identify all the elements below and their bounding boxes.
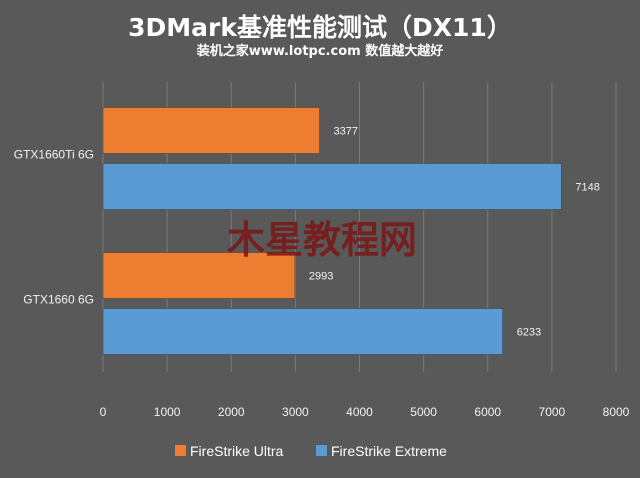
legend: FireStrike Ultra FireStrike Extreme <box>175 443 447 459</box>
x-tick-label: 0 <box>100 405 107 419</box>
watermark: 木星教程网 <box>227 218 417 262</box>
bar-extreme-0 <box>102 163 562 210</box>
data-labels: 3377 7148 2993 6233 <box>309 126 600 339</box>
x-tick-label: 4000 <box>346 405 373 419</box>
x-tick-label: 7000 <box>539 405 566 419</box>
chart-subtitle: 装机之家www.lotpc.com 数值越大越好 <box>196 43 443 59</box>
bars-group <box>102 107 562 355</box>
data-label: 6233 <box>517 327 541 339</box>
legend-label: FireStrike Ultra <box>190 443 284 459</box>
x-tick-label: 6000 <box>474 405 501 419</box>
bar-ultra-1 <box>102 252 296 299</box>
category-label: GTX1660Ti 6G <box>14 148 94 162</box>
bar-extreme-1 <box>102 308 503 355</box>
bar-ultra-0 <box>102 107 320 154</box>
x-tick-label: 2000 <box>218 405 245 419</box>
legend-label: FireStrike Extreme <box>331 443 447 459</box>
legend-swatch-extreme <box>316 445 327 456</box>
legend-swatch-ultra <box>175 445 186 456</box>
category-label: GTX1660 6G <box>23 293 94 307</box>
category-labels: GTX1660Ti 6G GTX1660 6G <box>14 148 94 307</box>
x-tick-label: 5000 <box>410 405 437 419</box>
x-tick-label: 1000 <box>154 405 181 419</box>
x-tick-label: 3000 <box>282 405 309 419</box>
data-label: 7148 <box>575 182 599 194</box>
data-label: 2993 <box>309 271 333 283</box>
x-tick-label: 8000 <box>603 405 630 419</box>
chart-title: 3DMark基准性能测试（DX11） <box>128 13 512 42</box>
data-label: 3377 <box>334 126 358 138</box>
x-tick-labels: 0 1000 2000 3000 4000 5000 6000 7000 8000 <box>100 405 630 419</box>
